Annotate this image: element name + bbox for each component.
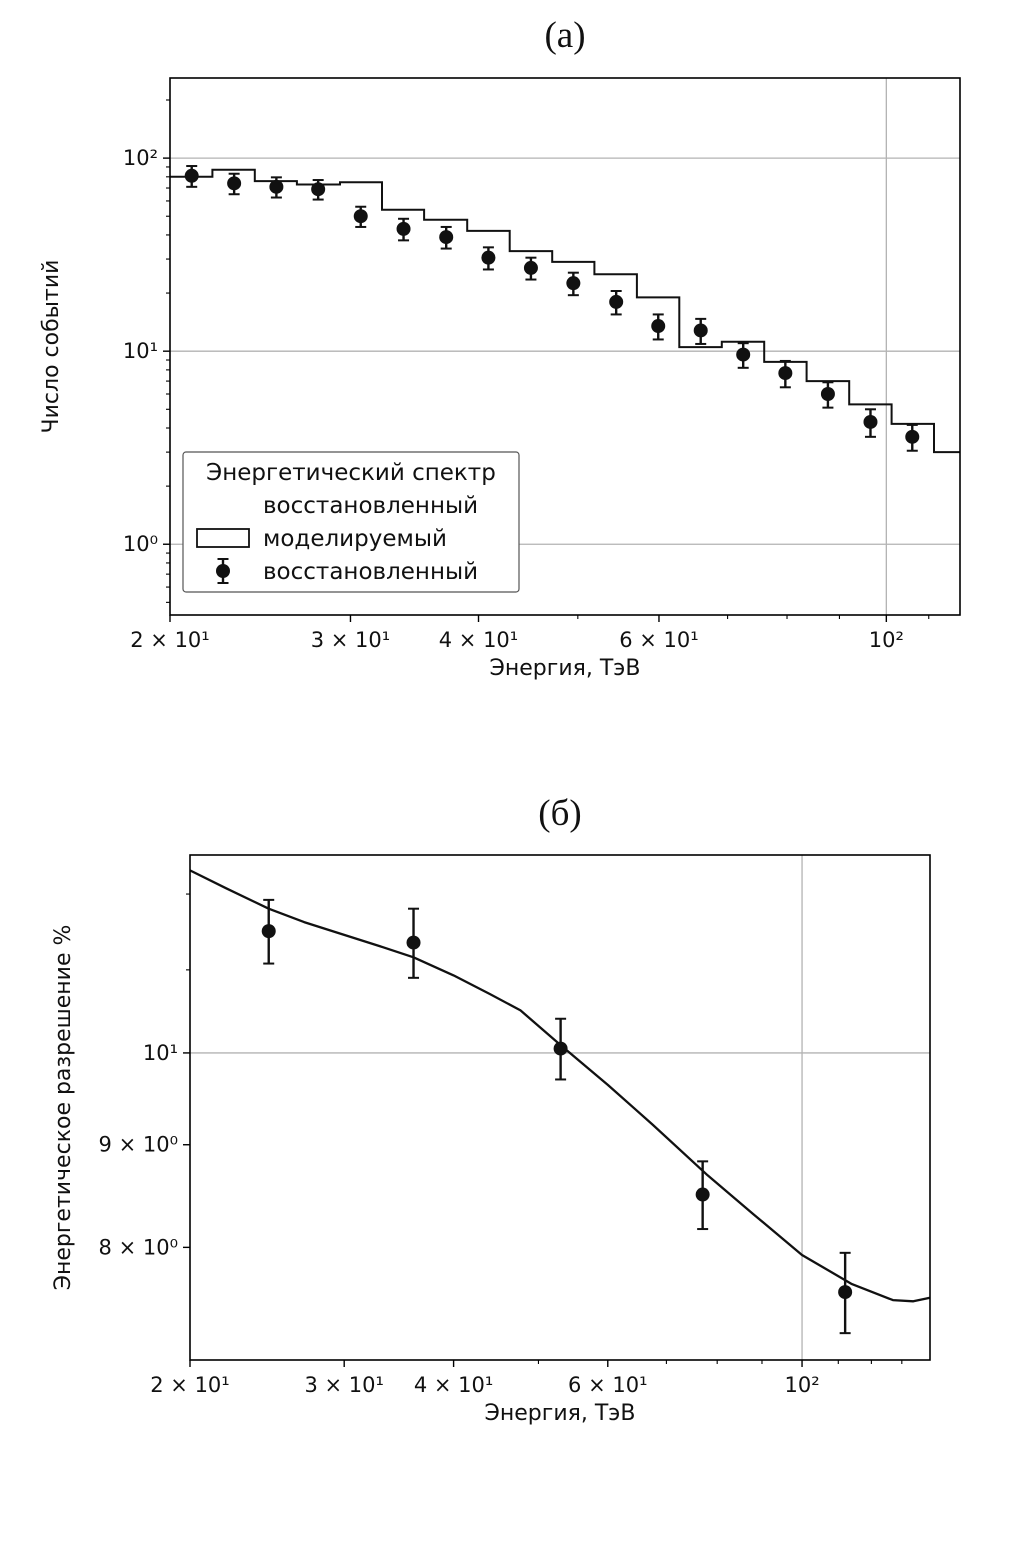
data-point-marker: [311, 182, 326, 197]
x-axis-label: Энергия, ТэВ: [490, 656, 641, 681]
series-step-моделируемый: [170, 168, 960, 454]
x-tick-label: 6 × 10¹: [619, 628, 698, 652]
data-point-marker: [261, 924, 276, 939]
chart-b-energy-resolution: 2 × 10¹ 3 × 10¹ 4 × 10¹ 6 × 10¹ 10² 8 × 10⁰ 9 …: [51, 854, 931, 1426]
x-tick-label: 10²: [869, 628, 904, 652]
data-point-marker: [820, 387, 835, 402]
legend-step-symbol: [196, 528, 250, 548]
legend-entry-label: восстановленный: [263, 559, 478, 585]
chart-a-number-of-events: 2 × 10¹ 3 × 10¹ 4 × 10¹ 6 × 10¹ 10² 10⁰ 10¹ 10²…: [39, 77, 961, 681]
x-tick-label: 10²: [784, 1373, 819, 1397]
y-tick-label: 10⁰: [123, 532, 158, 556]
x-tick-label: 4 × 10¹: [414, 1373, 493, 1397]
data-point-marker: [523, 260, 538, 275]
x-axis-label: Энергия, ТэВ: [485, 1401, 636, 1426]
legend-title: Энергетический спектр: [206, 460, 496, 486]
data-point-marker: [736, 347, 751, 362]
legend-entry-label: восстановленный: [263, 493, 478, 519]
y-tick-label: 9 × 10⁰: [99, 1133, 178, 1157]
axis-ticks: 2 × 10¹ 3 × 10¹ 4 × 10¹ 6 × 10¹ 10² 10⁰ 10¹ 10²: [123, 99, 930, 652]
data-point-marker: [863, 414, 878, 429]
data-point-marker: [651, 319, 666, 334]
data-point-marker: [406, 935, 421, 950]
data-point-marker: [353, 209, 368, 224]
y-axis-label: Энергетическое разрешение %: [51, 925, 76, 1291]
data-point-marker: [184, 168, 199, 183]
data-point-marker: [838, 1285, 853, 1300]
x-tick-label: 6 × 10¹: [568, 1373, 647, 1397]
y-tick-label: 10¹: [123, 339, 158, 363]
gridlines: [190, 855, 930, 1360]
data-point-marker: [609, 294, 624, 309]
data-point-marker: [396, 221, 411, 236]
data-point-marker: [778, 366, 793, 381]
data-point-marker: [269, 179, 284, 194]
series-scatter-восстановленный: [184, 165, 920, 452]
legend: Энергетический спектр восстановленный моде…: [182, 451, 520, 593]
data-point-marker: [693, 323, 708, 338]
figure-a-title: (а): [544, 15, 586, 56]
figure-b-title: (б): [538, 793, 582, 834]
y-axis-label: Число событий: [39, 260, 64, 434]
x-tick-label: 3 × 10¹: [311, 628, 390, 652]
x-tick-label: 4 × 10¹: [439, 628, 518, 652]
y-tick-label: 10²: [123, 146, 158, 170]
plot-border: [189, 854, 931, 1361]
data-point-marker: [905, 429, 920, 444]
data-point-marker: [439, 230, 454, 245]
data-point-marker: [553, 1041, 568, 1056]
x-tick-label: 2 × 10¹: [150, 1373, 229, 1397]
legend-point-symbol: [216, 564, 230, 578]
data-point-marker: [566, 276, 581, 291]
data-point-marker: [481, 250, 496, 265]
series-line-кривая-разрешения: [189, 869, 931, 1303]
data-point-marker: [227, 176, 242, 191]
series-scatter-восстановленный: [261, 898, 853, 1335]
x-tick-label: 3 × 10¹: [304, 1373, 383, 1397]
axis-ticks: 2 × 10¹ 3 × 10¹ 4 × 10¹ 6 × 10¹ 10² 8 × 10⁰ 9 …: [99, 893, 903, 1397]
plot-border: [169, 77, 961, 616]
legend-box: [182, 451, 520, 593]
y-tick-label: 8 × 10⁰: [99, 1235, 178, 1259]
data-point-marker: [695, 1187, 710, 1202]
legend-entry-label: моделируемый: [263, 526, 447, 552]
y-tick-label: 10¹: [143, 1041, 178, 1065]
x-tick-label: 2 × 10¹: [130, 628, 209, 652]
